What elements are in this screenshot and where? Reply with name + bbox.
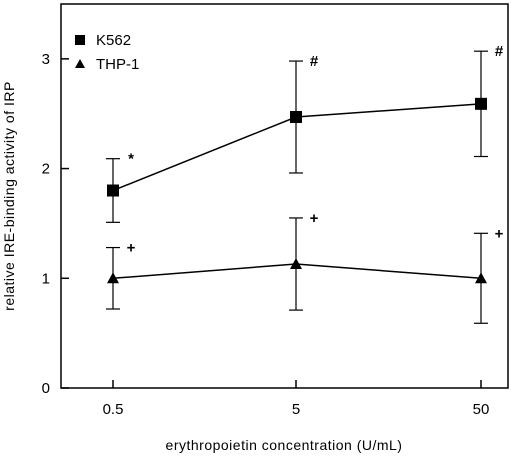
series-layer: * # # + + + (106, 43, 504, 324)
significance-marker: # (310, 53, 319, 70)
y-tick-label: 1 (42, 270, 50, 287)
plot-frame (60, 3, 509, 389)
significance-marker: * (128, 151, 134, 168)
significance-marker: + (495, 225, 504, 242)
series-thp-1: + + + (106, 210, 504, 324)
significance-marker: # (495, 43, 504, 60)
x-axis-title: erythropoietin concentration (U/mL) (166, 437, 403, 453)
y-tick-label: 3 (42, 51, 50, 68)
data-point (475, 272, 487, 284)
data-point (475, 97, 487, 110)
x-axis: 0.5 5 50 (103, 380, 490, 418)
legend-label: K562 (96, 32, 131, 49)
data-point (107, 272, 119, 284)
y-tick-label: 0 (42, 380, 50, 397)
y-axis: 0 1 2 3 (42, 51, 69, 397)
y-axis-title: relative IRE-binding activity of IRP (1, 81, 17, 311)
x-tick-label: 50 (473, 401, 490, 418)
data-point (107, 184, 119, 197)
legend: K562 THP-1 (75, 32, 139, 73)
series-k562: * # # (106, 43, 504, 223)
y-tick-label: 2 (42, 161, 50, 178)
x-tick-label: 5 (292, 401, 300, 418)
legend-label: THP-1 (96, 56, 139, 73)
legend-square-marker (75, 35, 85, 45)
data-point (290, 111, 302, 124)
data-point (290, 258, 302, 270)
x-tick-label: 0.5 (103, 401, 124, 418)
legend-triangle-marker (75, 59, 85, 68)
significance-marker: + (127, 240, 136, 257)
significance-marker: + (310, 210, 319, 227)
